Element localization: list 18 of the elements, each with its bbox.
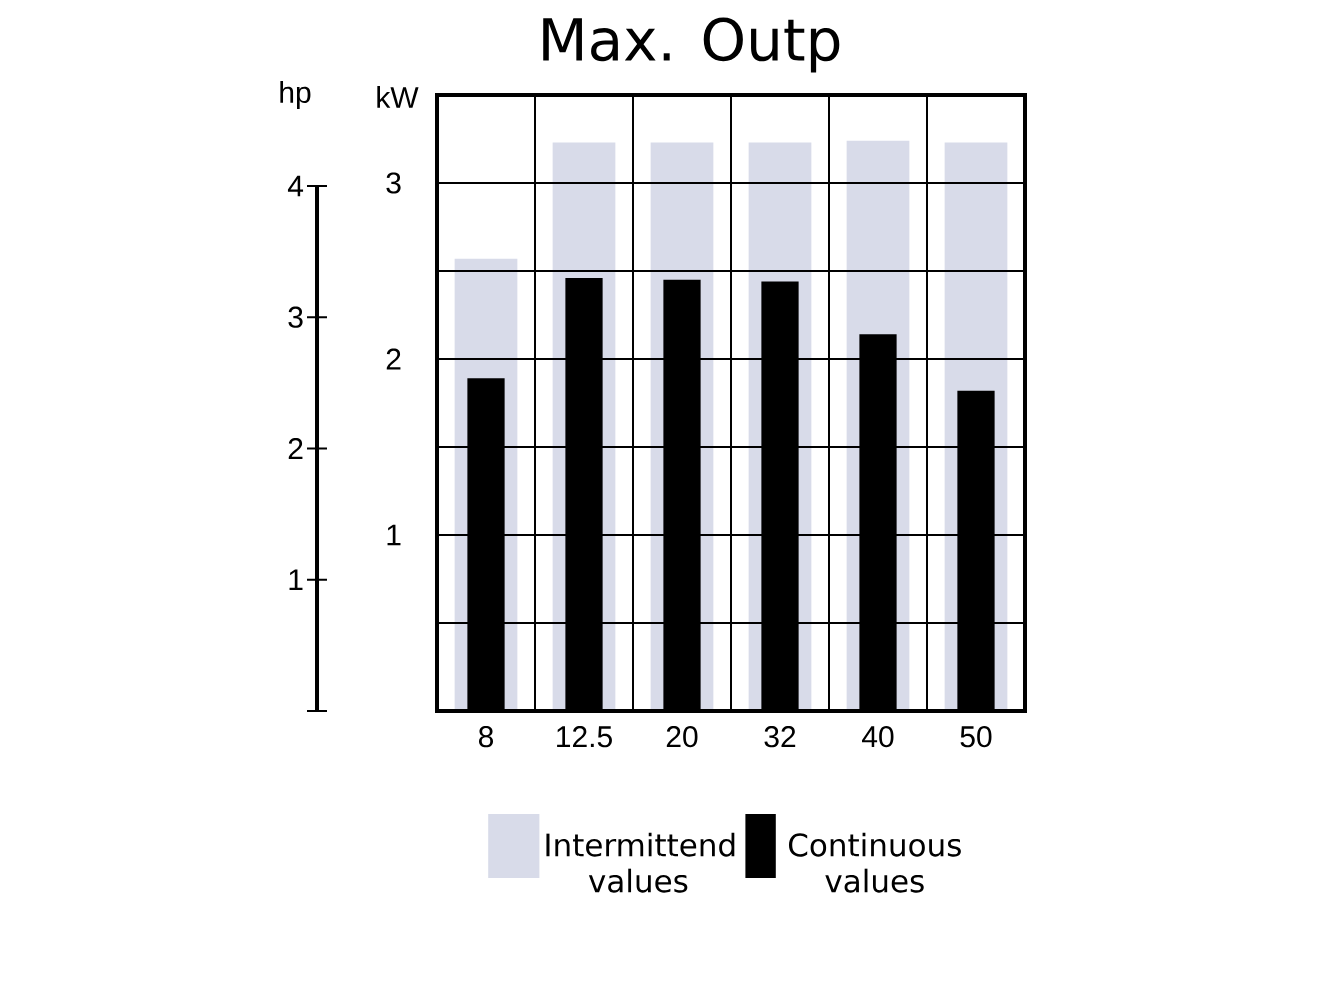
y2-tick-label: 4 [287, 175, 304, 197]
y2-tick-label: 1 [289, 569, 303, 591]
y-axis-title: kW [377, 86, 419, 108]
x-tick-label: 40 [862, 726, 894, 748]
x-tick-label: 50 [960, 726, 992, 748]
chart-title: Max. Outp [543, 17, 840, 73]
legend-label: Intermittend values [546, 832, 735, 893]
y-tick-label: 1 [387, 524, 401, 546]
x-tick-label: 8 [478, 726, 494, 748]
y2-tick-label: 2 [288, 438, 303, 459]
legend-label: Continuous values [788, 832, 961, 893]
y2-axis-title: hp [280, 81, 311, 109]
y-tick-label: 3 [386, 172, 401, 194]
x-tick-label: 12.5 [557, 726, 612, 748]
x-tick-label: 32 [764, 726, 796, 748]
x-tick-label: 20 [666, 726, 698, 748]
y-tick-label: 2 [386, 348, 401, 370]
y2-tick-label: 3 [288, 306, 303, 328]
